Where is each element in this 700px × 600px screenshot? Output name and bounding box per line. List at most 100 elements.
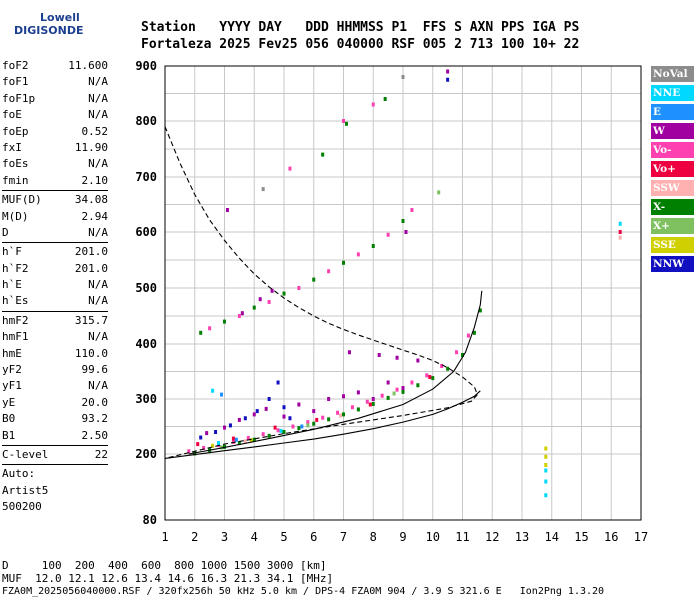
point-ssw — [618, 235, 622, 240]
point-x- — [252, 437, 256, 442]
x-tick-label: 10 — [426, 530, 440, 544]
point-x- — [371, 244, 375, 248]
point-x- — [371, 401, 375, 406]
point-nnw — [267, 397, 271, 401]
param-label: B1 — [2, 428, 16, 442]
param-row: foF1 N/A — [2, 74, 108, 90]
point-x- — [252, 305, 256, 310]
param-label: h`F2 — [2, 261, 29, 275]
param-row: foEp 0.52 — [2, 124, 108, 140]
x-tick-label: 3 — [221, 530, 228, 544]
profile-curves — [164, 126, 483, 459]
point-w — [416, 358, 420, 363]
point-vo- — [261, 432, 265, 437]
param-label: foEs — [2, 157, 29, 171]
point-vo- — [365, 399, 369, 404]
dashed-profile-curve — [164, 126, 479, 459]
point-w — [377, 353, 381, 357]
param-label: h`F — [2, 245, 22, 259]
parameter-panel: foF2 11.600 foF1 N/A foF1p N/A foE N/A foEp 0.52 f… — [2, 58, 108, 516]
param-row: foF1p N/A — [2, 91, 108, 107]
point-vo- — [371, 102, 375, 107]
point-nne — [217, 441, 221, 445]
point-x- — [306, 423, 310, 428]
point-w — [395, 355, 399, 360]
point-sse — [544, 446, 548, 451]
point-ssw — [339, 413, 343, 418]
param-label: foE — [2, 108, 22, 122]
param-label: h`E — [2, 278, 22, 292]
point-nnw — [446, 77, 450, 82]
point-w — [297, 402, 301, 407]
param-row: foE N/A — [2, 107, 108, 123]
point-vo- — [187, 449, 191, 454]
point-w — [225, 208, 229, 212]
x-tick-label: 14 — [545, 530, 559, 544]
point-x- — [416, 383, 420, 388]
point-x- — [437, 190, 441, 195]
param-row: foF2 11.600 — [2, 58, 108, 74]
param-row: hmF1 N/A — [2, 329, 108, 345]
point-x- — [472, 330, 476, 335]
param-label: foF1p — [2, 91, 36, 105]
legend-entry-nnw: NNW — [651, 256, 694, 272]
param-value: N/A — [88, 294, 108, 308]
point-vo- — [231, 436, 235, 441]
point-x- — [312, 277, 316, 282]
point-nne — [211, 388, 215, 393]
point-ssw — [243, 439, 247, 444]
point-vo- — [386, 232, 390, 237]
point-nne — [544, 493, 548, 498]
param-label: D — [2, 225, 9, 239]
x-tick-label: 4 — [251, 530, 258, 544]
legend-entry-nne: NNE — [651, 85, 694, 101]
point-w — [205, 431, 209, 436]
param-label: hmE — [2, 346, 22, 360]
point-nnw — [276, 380, 280, 385]
y-tick-label: 400 — [135, 337, 157, 351]
point-vo- — [208, 326, 212, 331]
header-values: Fortaleza 2025 Fev25 056 040000 RSF 005 … — [141, 37, 580, 52]
point-w — [446, 69, 450, 74]
param-label: foF1 — [2, 75, 29, 89]
point-vo- — [196, 442, 200, 447]
panel-separator — [2, 190, 108, 192]
point-x- — [461, 353, 464, 357]
y-tick-label: 200 — [135, 447, 157, 461]
point-nne — [279, 428, 283, 433]
point-vo- — [410, 380, 414, 385]
point-nne — [618, 221, 622, 226]
legend-entry-sse: SSE — [651, 237, 694, 253]
point-vo- — [368, 402, 372, 407]
point-e — [220, 392, 224, 397]
param-row: D N/A — [2, 225, 108, 241]
x-tick-label: 17 — [634, 530, 648, 544]
param-label: 500200 — [2, 500, 42, 514]
point-w — [401, 386, 405, 390]
point-x- — [342, 412, 345, 417]
point-x- — [401, 389, 405, 394]
param-value: 110.0 — [74, 346, 108, 360]
point-noval — [261, 187, 265, 192]
param-value: 22 — [94, 447, 108, 461]
point-x- — [446, 366, 450, 371]
param-row: fmin 2.10 — [2, 173, 108, 189]
point-vo- — [395, 387, 399, 392]
param-label: yF1 — [2, 379, 22, 393]
point-vo- — [618, 230, 622, 234]
x-tick-label: 16 — [604, 530, 618, 544]
y-tick-label: 900 — [135, 59, 157, 73]
x-tick-label: 6 — [310, 530, 317, 544]
point-x- — [342, 260, 345, 265]
point-vo- — [380, 393, 384, 398]
point-w — [264, 406, 268, 411]
y-tick-label: 80 — [143, 513, 157, 527]
param-row: MUF(D) 34.08 — [2, 192, 108, 208]
point-nnw — [243, 416, 247, 421]
point-x- — [199, 330, 203, 335]
param-row: B0 93.2 — [2, 411, 108, 427]
legend-entry-x-: X+ — [651, 218, 694, 234]
param-label: B0 — [2, 412, 16, 426]
x-tick-label: 12 — [485, 530, 499, 544]
y-tick-label: 300 — [135, 392, 157, 406]
